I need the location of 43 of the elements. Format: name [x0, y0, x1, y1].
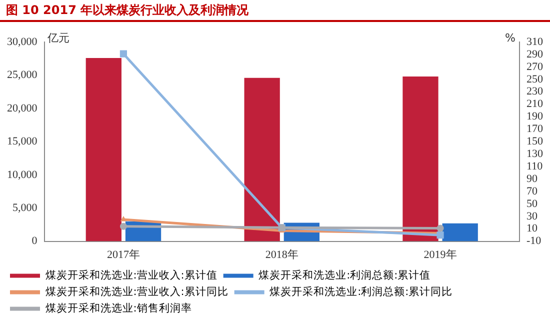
y-tick-label: 30,000 [7, 36, 38, 48]
point [436, 232, 444, 239]
point [120, 50, 127, 58]
legend-label: 煤炭开采和洗选业:利润总额:累计同比 [270, 284, 453, 298]
y2-tick-label: 50 [526, 198, 538, 210]
y2-tick-label: 170 [526, 123, 544, 136]
legend-label: 煤炭开采和洗选业:销售利润率 [45, 301, 192, 314]
bar [86, 58, 122, 242]
bar [244, 78, 280, 242]
y2-tick-label: 30 [526, 210, 538, 222]
y2-tick-label: 250 [526, 73, 544, 86]
x-tick-label: 2018年 [265, 248, 298, 261]
y-tick-label: 5,000 [12, 202, 38, 214]
legend-label: 煤炭开采和洗选业:营业收入:累计同比 [45, 284, 228, 298]
y-tick-label: 15,000 [7, 136, 38, 148]
y2-tick-label: 70 [526, 185, 538, 198]
y2-tick-label: 130 [526, 148, 544, 160]
y2-tick-label: 110 [526, 160, 544, 172]
y2-tick-label: 210 [526, 98, 544, 110]
y-tick-label: 10,000 [7, 168, 38, 181]
chart-title: 图 10 2017 年以来煤炭行业收入及利润情况 [0, 0, 550, 22]
y2-tick-label: 190 [526, 110, 544, 123]
bar [402, 76, 438, 242]
bar [442, 223, 478, 242]
y-tick-label: 20,000 [7, 102, 38, 114]
y2-tick-label: 230 [526, 86, 544, 98]
point [436, 224, 444, 232]
x-tick-label: 2017年 [106, 248, 140, 261]
legend-label: 煤炭开采和洗选业:营业收入:累计值 [45, 268, 218, 282]
point [120, 222, 127, 230]
y2-tick-label: 270 [526, 60, 544, 73]
y2-axis-title: % [505, 31, 516, 44]
y-axis-title: 亿元 [46, 31, 70, 44]
y2-tick-label: 150 [526, 136, 544, 148]
x-tick-label: 2019年 [424, 248, 457, 261]
legend-label: 煤炭开采和洗选业:利润总额:累计值 [258, 268, 431, 282]
y2-tick-label: -10 [526, 235, 542, 248]
y2-tick-label: 90 [526, 172, 538, 185]
y2-tick-label: 10 [526, 222, 538, 235]
y-tick-label: 25,000 [7, 69, 38, 82]
y2-tick-label: 290 [526, 48, 544, 60]
y2-tick-label: 310 [526, 36, 544, 48]
y-tick-label: 0 [32, 235, 38, 248]
